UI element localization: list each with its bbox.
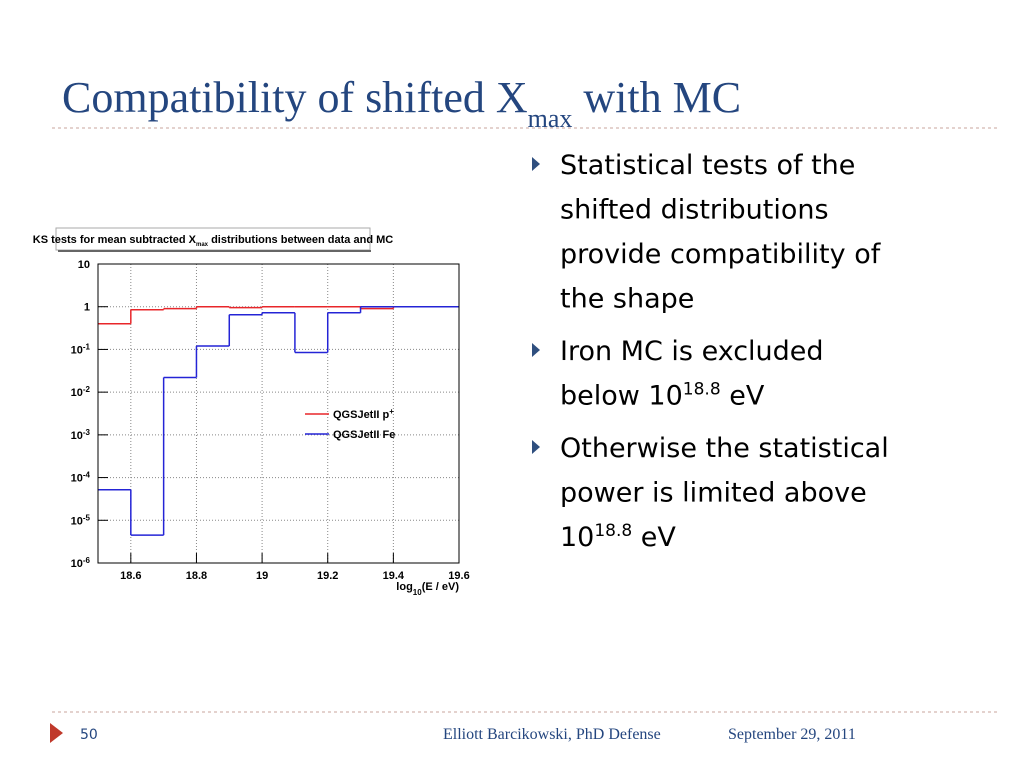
- slide-title-part: Compatibility of shifted X: [62, 73, 528, 122]
- y-tick-label: 10: [78, 259, 90, 271]
- footer-author: Elliott Barcikowski, PhD Defense: [443, 726, 661, 743]
- x-axis-label-part: (E / eV): [422, 581, 460, 593]
- x-tick-label: 19: [256, 570, 268, 582]
- legend-name: QGSJetII Fe: [333, 429, 395, 441]
- x-tick-label: 19.2: [317, 570, 338, 582]
- bullet-marker: [532, 343, 540, 357]
- footer-arrow: [50, 723, 63, 743]
- plot-area: [98, 264, 459, 563]
- chart-title-part: distributions between data and MC: [208, 234, 393, 246]
- bullet-text-part: power is limited above: [560, 478, 867, 509]
- legend-name: QGSJetII p: [333, 409, 390, 421]
- y-tick-label: 1: [84, 302, 90, 314]
- legend-label: QGSJetII p+: [333, 407, 394, 422]
- y-tick-base: 10: [71, 430, 83, 442]
- legend-name-sup: +: [389, 407, 394, 416]
- bullet-text-part: below 10: [560, 381, 683, 412]
- bullet-text: below 1018.8 eV: [560, 380, 765, 412]
- bullet-text: Iron MC is excluded: [560, 336, 824, 367]
- x-tick-label: 18.8: [186, 570, 207, 582]
- bullet-text: provide compatibility of: [560, 239, 882, 270]
- bullet-text: shifted distributions: [560, 195, 829, 226]
- y-tick-base: 10: [71, 473, 83, 485]
- x-axis-label-part: log: [396, 581, 413, 593]
- bullet-text-part: the shape: [560, 284, 694, 315]
- x-tick-label: 19.4: [383, 570, 405, 582]
- chart-title: KS tests for mean subtracted Xmax distri…: [33, 234, 393, 248]
- y-tick-base: 10: [71, 387, 83, 399]
- y-tick-label: 10-3: [71, 427, 91, 442]
- bullet-text-part: Otherwise the statistical: [560, 433, 889, 464]
- bullet-text-part: eV: [721, 381, 765, 412]
- bullet-text-part: 10: [560, 522, 594, 553]
- bullet-text: power is limited above: [560, 478, 867, 509]
- plot-frame: [97, 263, 460, 564]
- slide-title-part: with MC: [572, 73, 741, 122]
- y-tick-base: 10: [78, 259, 90, 271]
- bullet-text-part: Iron MC is excluded: [560, 336, 824, 367]
- bullet-text-part: 18.8: [683, 380, 721, 400]
- page-number: 50: [80, 727, 98, 743]
- bullet-marker: [532, 157, 540, 171]
- bullet-text-part: provide compatibility of: [560, 239, 882, 270]
- bullet-text-part: 18.8: [594, 521, 632, 541]
- x-axis-label-part: 10: [413, 588, 422, 597]
- y-tick-base: 10: [71, 344, 83, 356]
- x-tick-label: 19.6: [448, 570, 469, 582]
- y-tick-exponent: -2: [83, 385, 91, 394]
- y-tick-exponent: -4: [83, 470, 91, 479]
- bullet-text: Statistical tests of the: [560, 150, 855, 181]
- slide-title-part: max: [528, 104, 573, 133]
- y-tick-label: 10-1: [71, 342, 91, 357]
- bullet-text: 1018.8 eV: [560, 521, 676, 553]
- y-tick-base: 1: [84, 302, 90, 314]
- bullet-text-part: Statistical tests of the: [560, 150, 855, 181]
- y-tick-exponent: -3: [83, 427, 91, 436]
- y-tick-base: 10: [71, 515, 83, 527]
- x-tick-label: 18.6: [120, 570, 141, 582]
- bullet-text: Otherwise the statistical: [560, 433, 889, 464]
- chart-title-part: max: [196, 242, 209, 248]
- y-tick-base: 10: [71, 558, 83, 570]
- legend-label: QGSJetII Fe: [333, 429, 395, 441]
- y-tick-label: 10-2: [71, 385, 91, 400]
- y-tick-label: 10-5: [71, 513, 91, 528]
- footer-date: September 29, 2011: [728, 726, 856, 743]
- y-tick-label: 10-6: [71, 556, 91, 571]
- y-tick-label: 10-4: [71, 470, 91, 485]
- bullet-text-part: eV: [632, 522, 676, 553]
- chart-title-part: KS tests for mean subtracted X: [33, 234, 197, 246]
- y-tick-exponent: -5: [83, 513, 91, 522]
- y-tick-exponent: -6: [83, 556, 91, 565]
- bullet-text-part: shifted distributions: [560, 195, 829, 226]
- bullet-marker: [532, 440, 540, 454]
- x-axis-label: log10(E / eV): [396, 581, 459, 597]
- bullet-text: the shape: [560, 284, 694, 315]
- y-tick-exponent: -1: [83, 342, 91, 351]
- slide-title: Compatibility of shifted Xmax with MC: [62, 73, 741, 133]
